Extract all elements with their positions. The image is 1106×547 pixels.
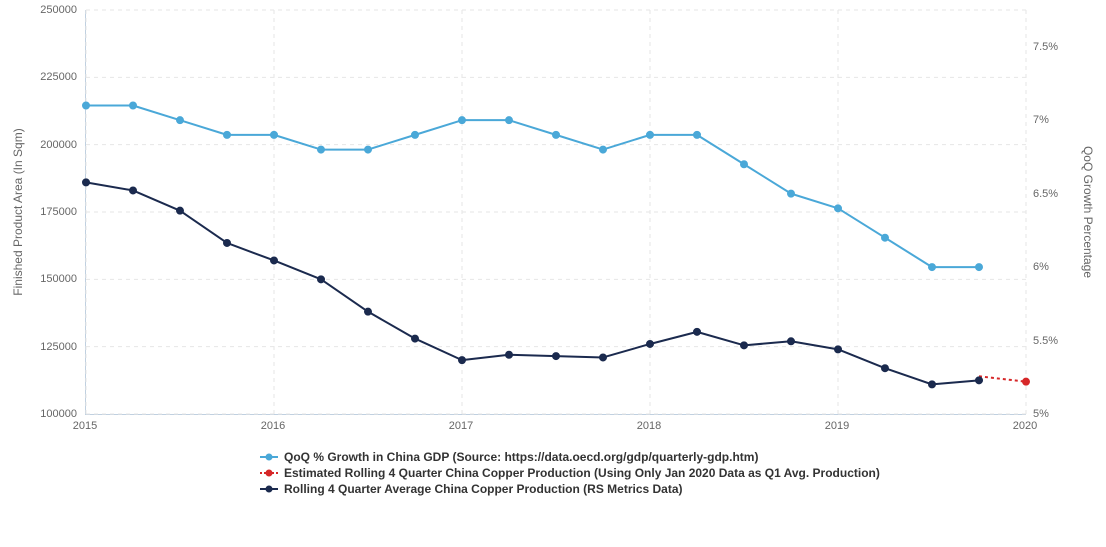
series-marker-estimate[interactable] [1023, 378, 1030, 385]
series-marker-rolling[interactable] [506, 351, 513, 358]
legend-item-rolling[interactable]: Rolling 4 Quarter Average China Copper P… [260, 482, 880, 496]
series-marker-gdp[interactable] [130, 102, 137, 109]
legend-item-estimate[interactable]: Estimated Rolling 4 Quarter China Copper… [260, 466, 880, 480]
series-marker-rolling[interactable] [365, 308, 372, 315]
series-marker-gdp[interactable] [318, 146, 325, 153]
legend: QoQ % Growth in China GDP (Source: https… [260, 448, 880, 498]
x-tick-label: 2016 [261, 420, 285, 432]
series-marker-gdp[interactable] [177, 117, 184, 124]
series-line-gdp[interactable] [86, 105, 979, 267]
legend-swatch-gdp [260, 451, 278, 463]
series-marker-gdp[interactable] [788, 190, 795, 197]
y-right-axis-title: QoQ Growth Percentage [1081, 146, 1095, 278]
x-tick-label: 2018 [637, 420, 661, 432]
series-marker-gdp[interactable] [600, 146, 607, 153]
y-left-tick-label: 175000 [40, 206, 77, 218]
series-marker-gdp[interactable] [83, 102, 90, 109]
y-right-tick-label: 7% [1033, 114, 1049, 126]
series-marker-gdp[interactable] [741, 161, 748, 168]
series-marker-rolling[interactable] [412, 335, 419, 342]
series-marker-gdp[interactable] [271, 131, 278, 138]
y-right-tick-label: 6% [1033, 261, 1049, 273]
series-marker-rolling[interactable] [271, 257, 278, 264]
series-marker-gdp[interactable] [506, 117, 513, 124]
series-line-estimate[interactable] [979, 376, 1026, 381]
legend-swatch-rolling [260, 483, 278, 495]
series-marker-rolling[interactable] [647, 340, 654, 347]
series-marker-rolling[interactable] [835, 346, 842, 353]
series-marker-rolling[interactable] [318, 276, 325, 283]
series-marker-gdp[interactable] [553, 131, 560, 138]
y-left-tick-label: 225000 [40, 71, 77, 83]
y-right-tick-label: 5% [1033, 408, 1049, 420]
y-left-tick-label: 125000 [40, 341, 77, 353]
series-marker-rolling[interactable] [741, 342, 748, 349]
y-right-tick-label: 7.5% [1033, 41, 1058, 53]
y-left-tick-label: 200000 [40, 139, 77, 151]
series-marker-gdp[interactable] [365, 146, 372, 153]
series-marker-gdp[interactable] [882, 234, 889, 241]
chart-container: 2015 2016 2017 2018 2019 2020 100000 125000 1500… [0, 0, 1106, 547]
plot-area [85, 10, 1026, 415]
series-marker-gdp[interactable] [412, 131, 419, 138]
series-marker-gdp[interactable] [976, 264, 983, 271]
y-left-tick-label: 150000 [40, 273, 77, 285]
y-right-tick-label: 6.5% [1033, 188, 1058, 200]
series-marker-rolling[interactable] [177, 207, 184, 214]
series-marker-rolling[interactable] [976, 377, 983, 384]
series-marker-rolling[interactable] [929, 381, 936, 388]
series-marker-rolling[interactable] [130, 187, 137, 194]
series-marker-rolling[interactable] [224, 239, 231, 246]
series-marker-gdp[interactable] [647, 131, 654, 138]
chart-svg [86, 10, 1026, 414]
legend-swatch-estimate [260, 467, 278, 479]
series-marker-gdp[interactable] [835, 205, 842, 212]
series-marker-rolling[interactable] [694, 328, 701, 335]
series-marker-rolling[interactable] [788, 338, 795, 345]
series-marker-rolling[interactable] [882, 365, 889, 372]
x-tick-label: 2019 [825, 420, 849, 432]
series-marker-rolling[interactable] [600, 354, 607, 361]
series-marker-rolling[interactable] [83, 179, 90, 186]
y-left-tick-label: 100000 [40, 408, 77, 420]
y-left-tick-label: 250000 [40, 4, 77, 16]
legend-label: Estimated Rolling 4 Quarter China Copper… [284, 466, 880, 480]
x-tick-label: 2015 [73, 420, 97, 432]
series-marker-gdp[interactable] [929, 264, 936, 271]
y-right-tick-label: 5.5% [1033, 335, 1058, 347]
series-marker-rolling[interactable] [459, 357, 466, 364]
series-marker-gdp[interactable] [224, 131, 231, 138]
legend-label: QoQ % Growth in China GDP (Source: https… [284, 450, 758, 464]
y-left-axis-title: Finished Product Area (In Sqm) [11, 128, 25, 295]
series-marker-gdp[interactable] [694, 131, 701, 138]
legend-item-gdp[interactable]: QoQ % Growth in China GDP (Source: https… [260, 450, 880, 464]
x-tick-label: 2017 [449, 420, 473, 432]
x-tick-label: 2020 [1013, 420, 1037, 432]
series-marker-gdp[interactable] [459, 117, 466, 124]
legend-label: Rolling 4 Quarter Average China Copper P… [284, 482, 683, 496]
series-marker-rolling[interactable] [553, 353, 560, 360]
